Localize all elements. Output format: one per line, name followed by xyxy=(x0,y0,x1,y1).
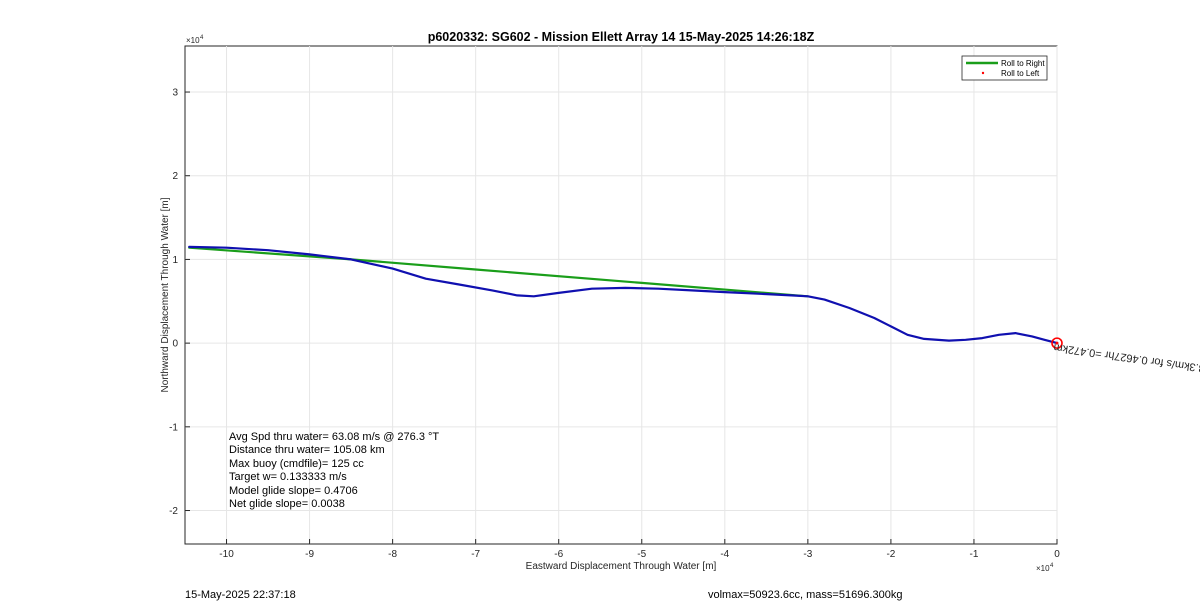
grid xyxy=(185,46,1058,544)
x-tick-label: -2 xyxy=(886,549,895,560)
x-tick-label: -5 xyxy=(637,549,646,560)
y-ticks: -2 -1 0 1 2 3 xyxy=(169,88,190,517)
y-tick-label: 1 xyxy=(172,255,178,266)
y-multiplier-exp: 4 xyxy=(200,35,204,41)
x-tick-label: -3 xyxy=(803,549,812,560)
plot-area xyxy=(184,45,1058,545)
x-tick-label: -9 xyxy=(305,549,314,560)
x-axis-label: Eastward Displacement Through Water [m] xyxy=(526,561,717,572)
footer-volmax-mass: volmax=50923.6cc, mass=51696.300kg xyxy=(708,589,903,601)
y-tick-label: 2 xyxy=(172,171,178,182)
end-position-marker xyxy=(1051,337,1063,349)
stat-model-glide-slope: Model glide slope= 0.4706 xyxy=(229,485,358,497)
x-tick-label: -8 xyxy=(388,549,397,560)
series-line-roll-right xyxy=(188,246,809,298)
y-tick-label: 0 xyxy=(172,339,178,350)
legend-box xyxy=(961,55,1048,81)
x-multiplier-exp: 4 xyxy=(1050,563,1054,569)
legend-label-roll-left: Roll to Left xyxy=(1001,69,1040,78)
x-tick-label: -6 xyxy=(554,549,563,560)
stats-block: Avg Spd thru water= 63.08 m/s @ 276.3 °T… xyxy=(229,431,439,510)
x-tick-label: -7 xyxy=(471,549,480,560)
legend-label-roll-right: Roll to Right xyxy=(1001,59,1045,68)
stat-max-buoy: Max buoy (cmdfile)= 125 cc xyxy=(229,458,364,470)
x-multiplier-base: ×10 xyxy=(1036,564,1050,573)
x-tick-label: -4 xyxy=(720,549,729,560)
stat-avg-speed: Avg Spd thru water= 63.08 m/s @ 276.3 °T xyxy=(229,431,439,443)
x-tick-label: 0 xyxy=(1054,549,1060,560)
y-tick-label: -1 xyxy=(169,422,178,433)
legend: Roll to Right Roll to Left xyxy=(961,55,1048,81)
footer-timestamp: 15-May-2025 22:37:18 xyxy=(185,589,296,601)
rotated-annotation: ~63.3km/s for 0.4627hr =0.472km xyxy=(1053,341,1200,376)
x-ticks: -10 -9 -8 -7 -6 -5 -4 -3 -2 -1 0 xyxy=(219,539,1060,560)
series-marker-roll-left xyxy=(1055,341,1059,345)
x-tick-label: -1 xyxy=(969,549,978,560)
legend-swatch-roll-left xyxy=(981,71,985,75)
y-axis-label: Northward Displacement Through Water [m] xyxy=(160,197,171,392)
x-tick-label: -10 xyxy=(219,549,234,560)
y-multiplier-base: ×10 xyxy=(186,36,200,45)
y-multiplier: ×10 4 xyxy=(186,35,204,45)
x-multiplier: ×10 4 xyxy=(1036,563,1054,573)
y-tick-label: -2 xyxy=(169,506,178,517)
y-tick-label: 3 xyxy=(172,88,178,99)
chart-title: p6020332: SG602 - Mission Ellett Array 1… xyxy=(428,30,815,44)
series-line-track xyxy=(188,245,1059,345)
stat-distance: Distance thru water= 105.08 km xyxy=(229,444,385,456)
stat-net-glide-slope: Net glide slope= 0.0038 xyxy=(229,498,345,510)
stat-target-w: Target w= 0.133333 m/s xyxy=(229,471,347,483)
series-group xyxy=(188,245,1063,349)
